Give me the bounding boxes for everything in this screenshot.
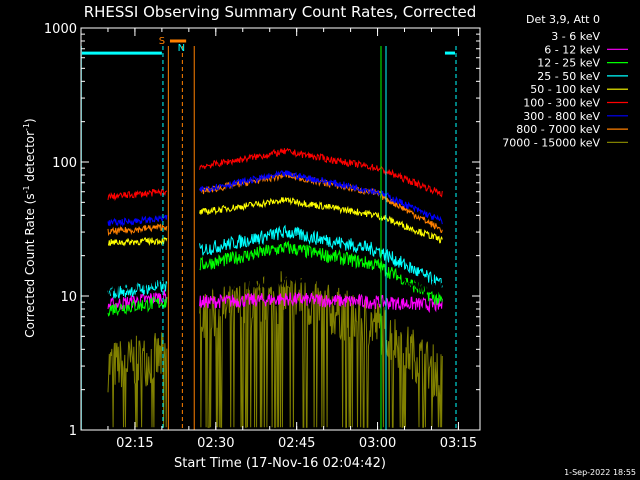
x-tick-label-1: 02:30 xyxy=(197,436,234,451)
legend-label-0: 3 - 6 keV xyxy=(551,30,600,43)
y-axis-label: Corrected Count Rate (s-1 detector-1) xyxy=(22,118,37,337)
series-line-0-seg-1 xyxy=(199,272,443,296)
series-line-1-seg-1 xyxy=(199,291,443,314)
legend-label-2: 12 - 25 keV xyxy=(537,57,600,70)
legend-header: Det 3,9, Att 0 xyxy=(526,13,600,26)
series-line-5-seg-0 xyxy=(107,187,168,202)
series-line-4-seg-1 xyxy=(199,197,443,244)
plot-frame xyxy=(80,27,481,431)
series-line-7-seg-0 xyxy=(107,223,168,237)
series-line-6-seg-1 xyxy=(199,169,443,225)
series-line-8-seg-0 xyxy=(107,332,168,428)
y-axis-label-mid: detector xyxy=(23,131,37,186)
x-tick-label-3: 03:00 xyxy=(359,436,396,451)
series-line-4-seg-0 xyxy=(108,236,168,247)
x-tick-label-0: 02:15 xyxy=(116,436,153,451)
legend-label-5: 100 - 300 keV xyxy=(523,97,600,110)
series-line-3-seg-1 xyxy=(199,224,443,289)
y-tick-label-3: 1000 xyxy=(44,22,77,37)
y-tick-label-0: 1 xyxy=(69,424,77,439)
legend-label-3: 25 - 50 keV xyxy=(537,70,600,83)
legend-label-7: 800 - 7000 keV xyxy=(516,123,600,136)
y-axis-label-sup1: -1 xyxy=(22,185,31,193)
plot-area: S N 1 10 100 1000 02:15 02:30 02:45 03:00 03:15 xyxy=(44,22,481,451)
legend-label-1: 6 - 12 keV xyxy=(544,43,600,56)
legend-label-4: 50 - 100 keV xyxy=(530,83,600,96)
flag-label-n: N xyxy=(178,43,185,54)
y-tick-label-2: 100 xyxy=(52,156,77,171)
series-line-2-seg-0 xyxy=(107,296,168,317)
flag-label-s: S xyxy=(159,36,165,47)
y-axis-label-main: Corrected Count Rate (s xyxy=(23,193,37,337)
series-line-5-seg-1 xyxy=(199,147,443,198)
x-tick-label-4: 03:15 xyxy=(440,436,477,451)
series-line-6-seg-0 xyxy=(107,214,168,228)
x-tick-label-2: 02:45 xyxy=(278,436,315,451)
date-stamp: 1-Sep-2022 18:55 xyxy=(564,468,636,477)
series-line-8-seg-1 xyxy=(199,271,443,428)
series-line-0-seg-0 xyxy=(107,271,168,297)
y-tick-label-1: 10 xyxy=(60,290,77,305)
series-line-1-seg-0 xyxy=(107,289,168,311)
y-axis-label-end: ) xyxy=(23,118,37,123)
legend-label-8: 7000 - 15000 keV xyxy=(502,136,600,149)
legend-label-6: 300 - 800 keV xyxy=(523,110,600,123)
y-axis-label-sup2: -1 xyxy=(22,123,31,131)
chart-title: RHESSI Observing Summary Count Rates, Co… xyxy=(84,3,477,21)
x-axis-label: Start Time (17-Nov-16 02:04:42) xyxy=(174,456,386,471)
